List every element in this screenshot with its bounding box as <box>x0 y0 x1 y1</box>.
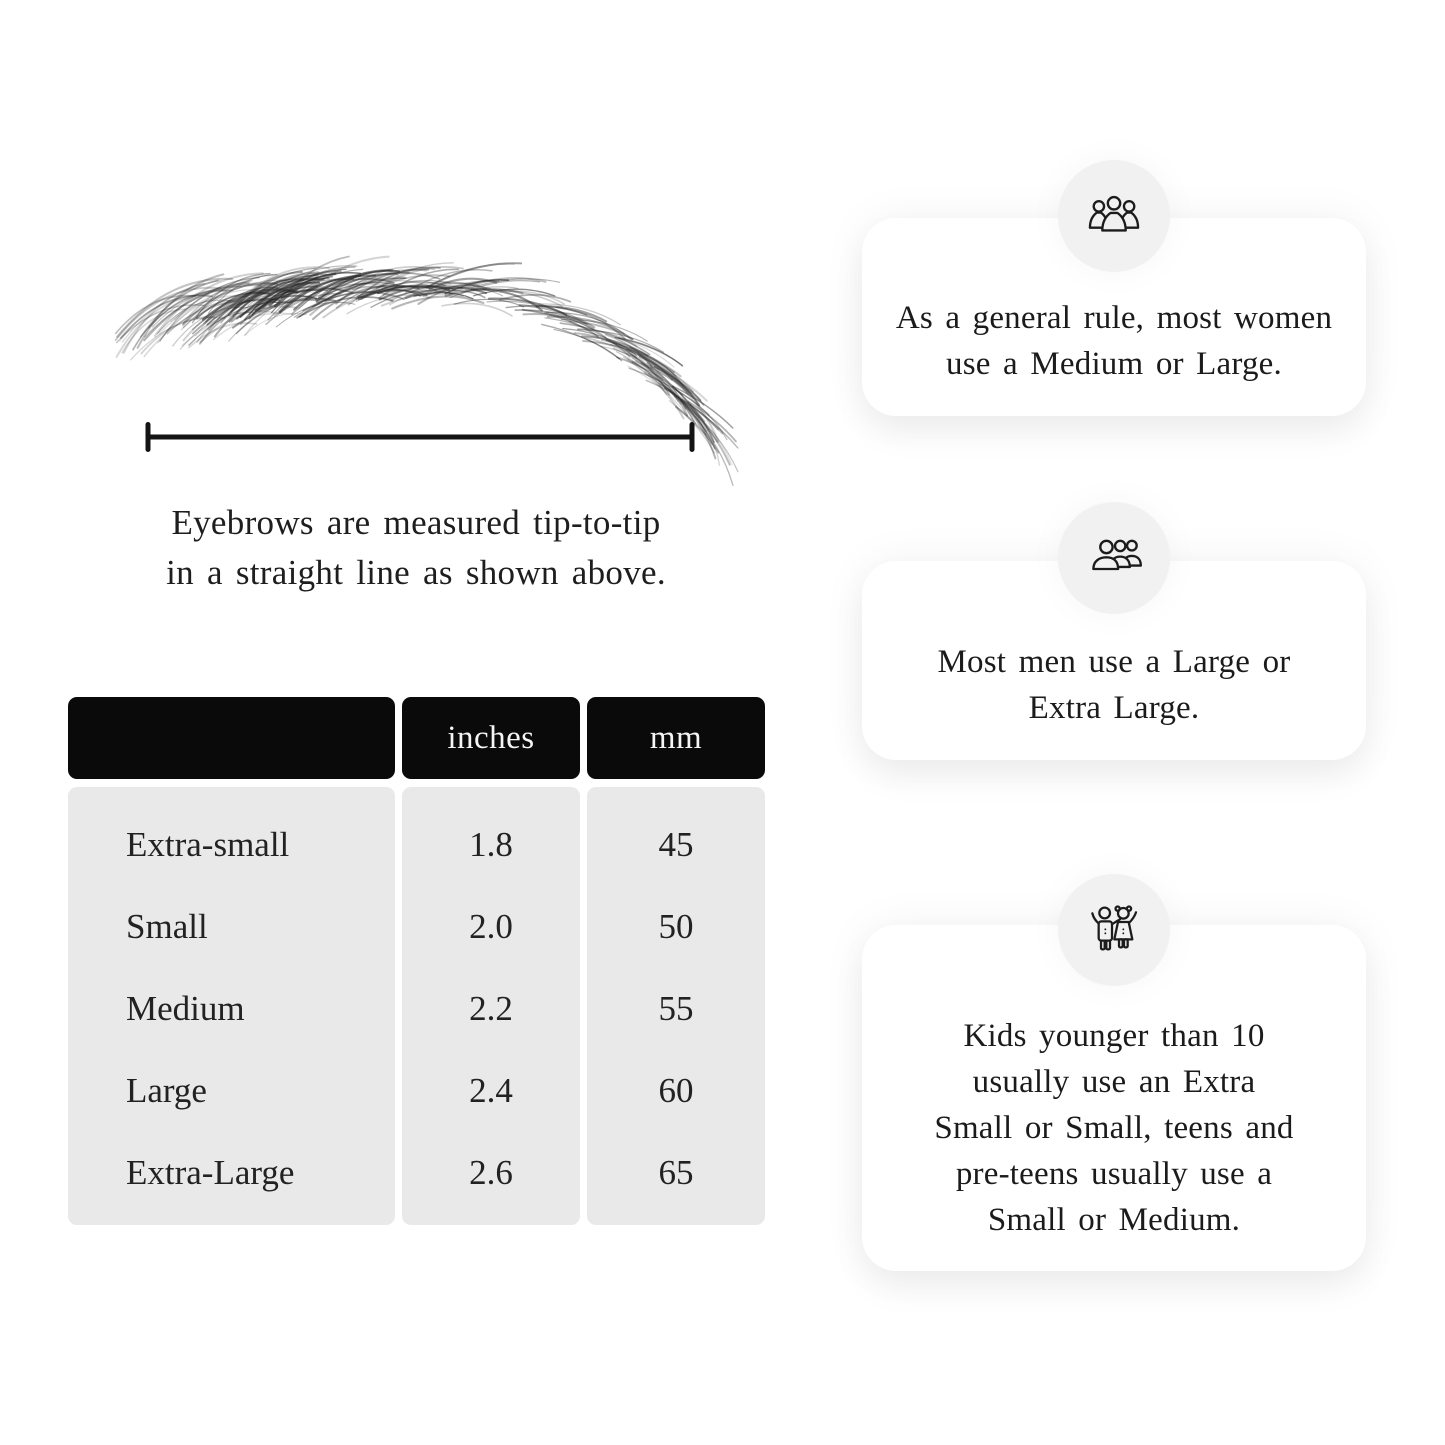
men-group-icon <box>1092 539 1142 571</box>
caption-line-1: Eyebrows are measured tip-to-tip <box>171 503 661 542</box>
size-table-body: Extra-small Small Medium Large Extra-Lar… <box>68 779 765 1225</box>
table-cell-size: Medium <box>126 989 245 1028</box>
card-kids-line-3: Small or Small, teens and <box>934 1110 1294 1146</box>
measurement-line-svg <box>145 422 695 452</box>
table-header-mm: mm <box>587 697 765 779</box>
card-kids: Kids younger than 10 usually use an Extr… <box>862 925 1366 1271</box>
measurement-caption: Eyebrows are measured tip-to-tip in a st… <box>60 498 772 598</box>
card-kids-text: Kids younger than 10 usually use an Extr… <box>934 953 1293 1243</box>
card-women-text: As a general rule, most women use a Medi… <box>896 247 1332 387</box>
table-header-size <box>68 697 395 779</box>
kids-icon <box>1091 905 1138 951</box>
table-cell-inches: 1.8 <box>469 825 513 864</box>
table-cell-inches: 2.4 <box>469 1071 513 1110</box>
card-women-line-2: use a Medium or Large. <box>946 346 1282 382</box>
table-cell-mm: 45 <box>658 825 694 864</box>
table-cell-inches: 2.2 <box>469 989 513 1028</box>
table-cell-inches: 2.6 <box>469 1153 513 1192</box>
card-kids-line-2: usually use an Extra <box>972 1064 1256 1100</box>
table-cell-inches: 2.0 <box>469 907 513 946</box>
table-column-mm: 45 50 55 60 65 <box>587 787 765 1225</box>
table-cell-mm: 55 <box>658 989 694 1028</box>
card-men-line-2: Extra Large. <box>1028 689 1200 726</box>
women-group-icon <box>1088 195 1140 232</box>
table-column-size: Extra-small Small Medium Large Extra-Lar… <box>68 787 395 1225</box>
table-cell-size: Extra-Large <box>126 1153 295 1192</box>
table-cell-mm: 60 <box>658 1071 694 1110</box>
table-cell-mm: 65 <box>658 1153 694 1192</box>
kids-badge <box>1058 874 1170 986</box>
card-men-line-1: Most men use a Large or <box>937 643 1291 680</box>
card-kids-line-4: pre-teens usually use a <box>955 1156 1273 1192</box>
card-kids-line-1: Kids younger than 10 <box>963 1018 1265 1054</box>
eyebrow-illustration <box>86 226 739 486</box>
caption-line-2: in a straight line as shown above. <box>166 553 666 592</box>
table-header-inches: inches <box>402 697 580 779</box>
table-cell-size: Large <box>126 1071 207 1110</box>
eyebrow-sketch-svg <box>114 255 739 486</box>
measurement-line <box>144 422 696 452</box>
table-cell-size: Small <box>126 907 208 946</box>
card-kids-line-5: Small or Medium. <box>987 1202 1241 1238</box>
card-women-line-1: As a general rule, most women <box>895 300 1333 336</box>
women-badge <box>1058 160 1170 272</box>
size-table: inches mm Extra-small Small Medium Large… <box>68 697 765 1225</box>
card-men-text: Most men use a Large or Extra Large. <box>938 591 1291 731</box>
men-badge <box>1058 502 1170 614</box>
table-cell-size: Extra-small <box>126 825 290 864</box>
table-column-inches: 1.8 2.0 2.2 2.4 2.6 <box>402 787 580 1225</box>
size-table-header-row: inches mm <box>68 697 765 779</box>
table-cell-mm: 50 <box>658 907 694 946</box>
